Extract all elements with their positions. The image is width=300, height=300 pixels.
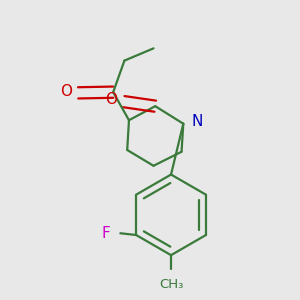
Text: O: O [105, 92, 117, 107]
Text: F: F [101, 226, 110, 241]
Text: CH₃: CH₃ [159, 278, 183, 291]
Text: N: N [191, 115, 202, 130]
Text: O: O [60, 84, 72, 99]
